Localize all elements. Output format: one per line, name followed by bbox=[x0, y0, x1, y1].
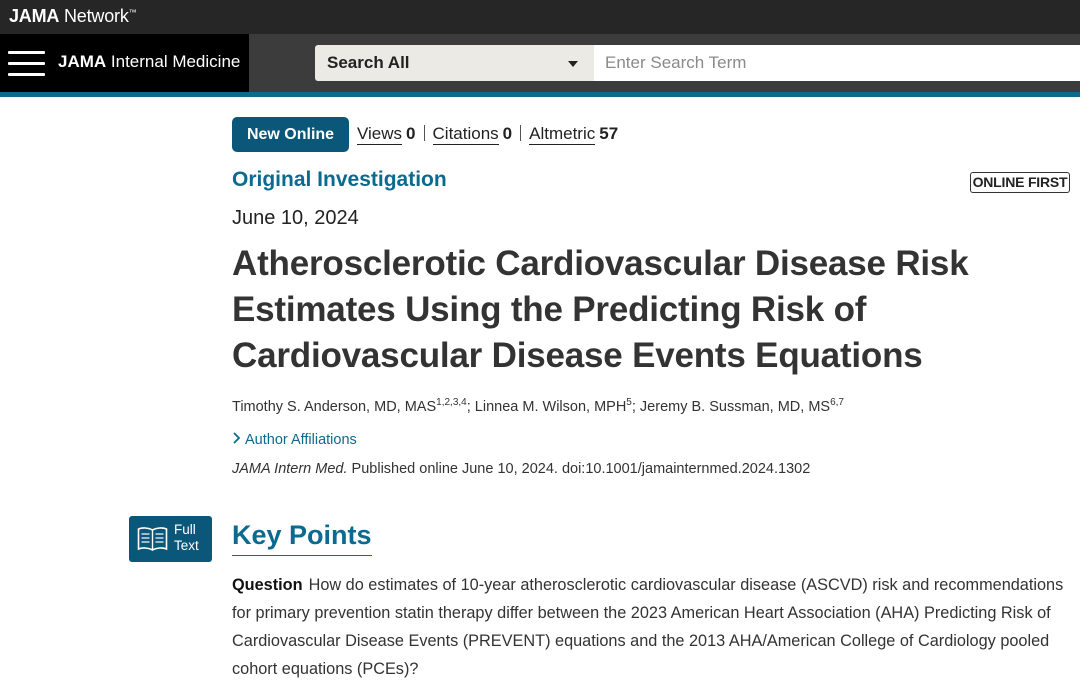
search-scope-dropdown[interactable]: Search All bbox=[315, 45, 594, 81]
metric-altmetric-label[interactable]: Altmetric bbox=[529, 124, 596, 145]
author-name[interactable]: Jeremy B. Sussman, MD, MS bbox=[639, 398, 831, 415]
publication-date: June 10, 2024 bbox=[232, 207, 359, 229]
full-text-line2: Text bbox=[174, 538, 199, 553]
citation-journal: JAMA Intern Med. bbox=[232, 461, 348, 477]
metric-views-label[interactable]: Views bbox=[357, 124, 403, 145]
author-affiliations-toggle[interactable]: Author Affiliations bbox=[232, 431, 357, 448]
hamburger-menu-icon[interactable] bbox=[8, 51, 45, 77]
network-brand-rest: Network bbox=[59, 6, 129, 26]
network-bar: JAMA Network™ bbox=[0, 0, 1080, 34]
author-affiliation-refs: 5 bbox=[626, 397, 632, 408]
article-citation: JAMA Intern Med. Published online June 1… bbox=[232, 461, 810, 477]
online-first-badge: ONLINE FIRST bbox=[970, 172, 1070, 193]
full-text-label: Full Text bbox=[174, 522, 199, 554]
article-title: Atherosclerotic Cardiovascular Disease R… bbox=[232, 244, 969, 375]
author-affiliation-refs: 1,2,3,4 bbox=[436, 397, 467, 408]
metric-citations[interactable]: Citations 0 bbox=[432, 124, 513, 145]
journal-header: JAMA Internal Medicine Search All bbox=[0, 34, 1080, 92]
metric-views-value: 0 bbox=[406, 124, 416, 143]
caret-down-icon bbox=[568, 61, 578, 67]
journal-title-rest: Internal Medicine bbox=[106, 52, 241, 71]
citation-details: Published online June 10, 2024. doi:10.1… bbox=[347, 461, 811, 477]
trademark-mark: ™ bbox=[128, 8, 137, 17]
journal-brand-area: JAMA Internal Medicine bbox=[0, 34, 249, 92]
search-input[interactable] bbox=[594, 45, 1080, 81]
metric-divider bbox=[423, 125, 425, 141]
metric-altmetric-value: 57 bbox=[599, 124, 619, 143]
journal-title[interactable]: JAMA Internal Medicine bbox=[58, 52, 240, 72]
book-icon bbox=[137, 526, 168, 557]
metric-citations-label[interactable]: Citations bbox=[432, 124, 499, 145]
network-brand-bold: JAMA bbox=[9, 6, 60, 26]
full-text-button[interactable]: Full Text bbox=[129, 516, 212, 562]
header-accent-line bbox=[0, 92, 1080, 97]
article-metrics: Views 0 Citations 0 Altmetric 57 bbox=[357, 124, 619, 145]
author-list: Timothy S. Anderson, MD, MAS1,2,3,4; Lin… bbox=[232, 397, 844, 415]
author-name[interactable]: Timothy S. Anderson, MD, MAS bbox=[232, 398, 437, 415]
key-points-heading: Key Points bbox=[232, 520, 372, 556]
metric-divider bbox=[520, 125, 522, 141]
journal-title-bold: JAMA bbox=[58, 52, 107, 71]
author-affiliations-label: Author Affiliations bbox=[245, 432, 357, 448]
search-scope-label: Search All bbox=[327, 53, 410, 72]
key-points-question: Question How do estimates of 10-year athe… bbox=[232, 571, 1077, 683]
author-name[interactable]: Linnea M. Wilson, MPH bbox=[474, 398, 627, 415]
metric-altmetric[interactable]: Altmetric 57 bbox=[529, 124, 619, 145]
author-affiliation-refs: 6,7 bbox=[830, 397, 844, 408]
question-label: Question bbox=[232, 576, 303, 594]
chevron-right-icon bbox=[232, 431, 242, 447]
article-type-link[interactable]: Original Investigation bbox=[232, 168, 447, 191]
question-text: How do estimates of 10-year atherosclero… bbox=[232, 576, 1064, 678]
full-text-line1: Full bbox=[174, 522, 196, 537]
new-online-badge[interactable]: New Online bbox=[232, 117, 349, 152]
metric-views[interactable]: Views 0 bbox=[357, 124, 416, 145]
jama-network-logo[interactable]: JAMA Network™ bbox=[9, 6, 137, 27]
metric-citations-value: 0 bbox=[502, 124, 513, 143]
